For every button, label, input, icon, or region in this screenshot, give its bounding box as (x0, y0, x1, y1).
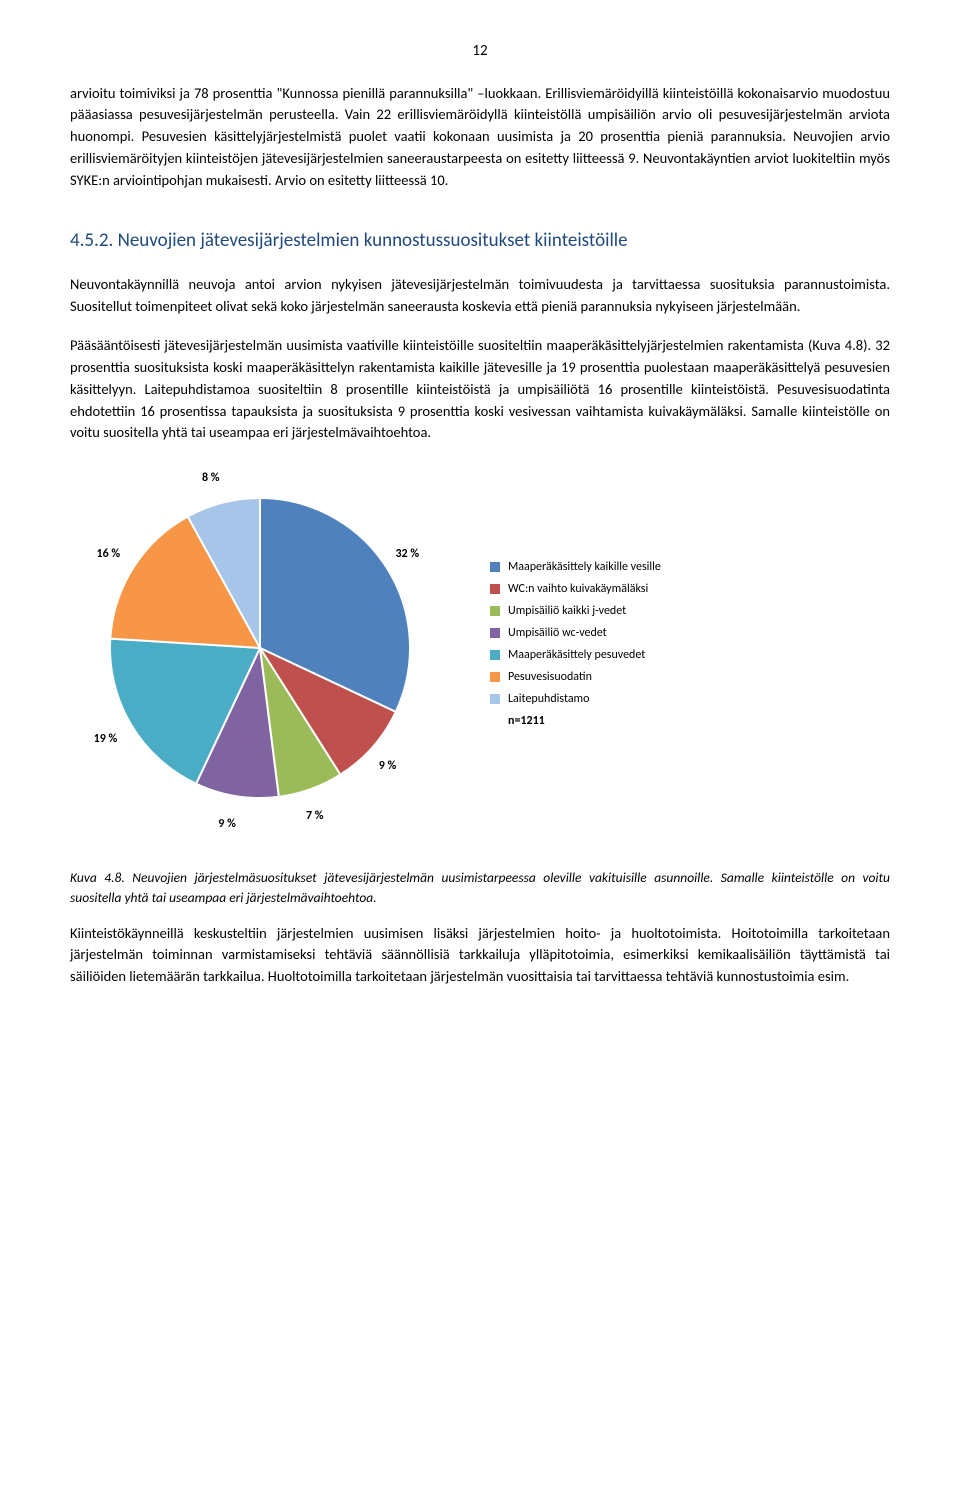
page-number: 12 (70, 40, 890, 63)
section-heading: 4.5.2. Neuvojien jätevesijärjestelmien k… (70, 227, 890, 256)
paragraph-3: Pääsääntöisesti jätevesijärjestelmän uus… (70, 335, 890, 444)
legend-label: Maaperäkäsittely kaikille vesille (508, 558, 661, 576)
pie-slice-label: 16 % (97, 545, 121, 563)
legend-swatch (490, 694, 500, 704)
legend-swatch (490, 672, 500, 682)
legend-item: Pesuvesisuodatin (490, 668, 661, 686)
legend-swatch (490, 628, 500, 638)
pie-slice-label: 32 % (395, 545, 419, 563)
legend-item: Maaperäkäsittely pesuvedet (490, 646, 661, 664)
pie-chart-legend: Maaperäkäsittely kaikille vesille WC:n va… (490, 558, 661, 730)
legend-label: Maaperäkäsittely pesuvedet (508, 646, 645, 664)
pie-slice-label: 8 % (202, 469, 220, 487)
paragraph-4: Kiinteistökäynneillä keskusteltiin järje… (70, 923, 890, 988)
legend-n: n=1211 (508, 712, 661, 730)
pie-slice-label: 9 % (379, 757, 397, 775)
legend-swatch (490, 562, 500, 572)
legend-label: Laitepuhdistamo (508, 690, 589, 708)
legend-label: Umpisäiliö kaikki j-vedet (508, 602, 626, 620)
legend-item: WC:n vaihto kuivakäymäläksi (490, 580, 661, 598)
paragraph-2: Neuvontakäynnillä neuvoja antoi arvion n… (70, 274, 890, 318)
legend-label: Umpisäiliö wc-vedet (508, 624, 607, 642)
legend-swatch (490, 584, 500, 594)
paragraph-1: arvioitu toimiviksi ja 78 prosenttia "Ku… (70, 83, 890, 192)
legend-swatch (490, 606, 500, 616)
legend-label: WC:n vaihto kuivakäymäläksi (508, 580, 648, 598)
legend-item: Umpisäiliö kaikki j-vedet (490, 602, 661, 620)
legend-label: Pesuvesisuodatin (508, 668, 592, 686)
legend-item: Laitepuhdistamo (490, 690, 661, 708)
pie-slice-label: 19 % (94, 730, 118, 748)
figure-caption: Kuva 4.8. Neuvojien järjestelmäsuosituks… (70, 868, 890, 909)
pie-slice-label: 9 % (218, 815, 236, 833)
legend-swatch (490, 650, 500, 660)
legend-item: Maaperäkäsittely kaikille vesille (490, 558, 661, 576)
pie-chart-figure: 32 % 9 % 7 % 9 % 19 % 16 % 8 % Maaperäkäsittel… (70, 468, 890, 848)
pie-slice-label: 7 % (306, 807, 324, 825)
legend-item: Umpisäiliö wc-vedet (490, 624, 661, 642)
